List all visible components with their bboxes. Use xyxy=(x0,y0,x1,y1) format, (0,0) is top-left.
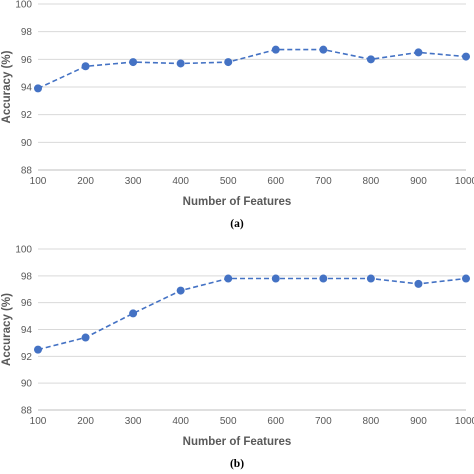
x-tick-label: 900 xyxy=(410,416,427,427)
grid-a xyxy=(38,3,466,171)
grid-b xyxy=(38,248,466,411)
x-tick-label: 400 xyxy=(172,416,189,427)
data-point xyxy=(34,84,42,93)
data-point xyxy=(366,274,375,283)
y-tick-label: 100 xyxy=(15,245,32,256)
x-tick-label: 700 xyxy=(315,416,332,427)
x-tick-label: 600 xyxy=(267,176,284,187)
data-point xyxy=(224,274,233,283)
data-point xyxy=(414,48,423,57)
x-tick-label: 200 xyxy=(77,176,94,187)
y-tick-label: 98 xyxy=(21,271,33,282)
series-line-a xyxy=(37,48,467,90)
x-tick-labels-a: 100 200 300 400 500 600 700 800 900 1000 xyxy=(30,176,474,187)
x-tick-label: 200 xyxy=(77,416,94,427)
x-axis-title-a: Number of Features xyxy=(183,196,292,208)
data-point xyxy=(462,274,470,283)
chart-panel-b: 88 90 92 94 96 98 100 100 200 300 400 500 600 700 800… xyxy=(1,245,474,471)
data-point xyxy=(319,45,328,54)
x-tick-label: 100 xyxy=(30,416,47,427)
x-tick-label: 600 xyxy=(267,416,284,427)
y-tick-labels-b: 88 90 92 94 96 98 100 xyxy=(15,245,32,417)
data-point xyxy=(319,274,328,283)
data-point xyxy=(176,59,185,68)
y-tick-label: 96 xyxy=(21,55,33,66)
data-point xyxy=(81,62,90,71)
y-tick-label: 96 xyxy=(21,298,33,309)
y-tick-labels-a: 88 90 92 94 96 98 100 xyxy=(15,0,32,177)
x-axis-title-b: Number of Features xyxy=(183,436,292,448)
y-tick-label: 92 xyxy=(21,110,33,121)
y-axis-title-a: Accuracy (%) xyxy=(1,50,13,123)
x-tick-label: 900 xyxy=(410,176,427,187)
x-tick-label: 300 xyxy=(125,176,142,187)
y-tick-label: 90 xyxy=(21,379,33,390)
y-tick-label: 98 xyxy=(21,27,33,38)
data-point xyxy=(176,286,185,295)
x-tick-label: 700 xyxy=(315,176,332,187)
series-line-b xyxy=(37,277,467,351)
data-points-b xyxy=(34,274,470,354)
data-point xyxy=(34,345,42,354)
data-point xyxy=(366,55,375,64)
data-points-a xyxy=(34,45,470,93)
y-tick-label: 92 xyxy=(21,352,33,363)
x-tick-label: 1000 xyxy=(455,176,474,187)
data-point xyxy=(224,58,233,67)
x-tick-label: 300 xyxy=(125,416,142,427)
chart-panel-a: 88 90 92 94 96 98 100 100 200 300 400 500 600 700 800… xyxy=(1,0,474,230)
data-point xyxy=(271,274,280,283)
y-axis-title-b: Accuracy (%) xyxy=(1,293,13,366)
y-tick-label: 100 xyxy=(15,0,32,11)
x-tick-label: 500 xyxy=(220,416,237,427)
y-tick-label: 94 xyxy=(21,325,33,336)
y-tick-label: 90 xyxy=(21,138,33,149)
data-point xyxy=(462,52,470,61)
y-tick-label: 88 xyxy=(21,166,33,177)
x-tick-label: 500 xyxy=(220,176,237,187)
x-tick-label: 400 xyxy=(172,176,189,187)
x-tick-label: 800 xyxy=(363,416,380,427)
data-point xyxy=(271,45,280,54)
panel-label-b: (b) xyxy=(230,458,244,470)
x-tick-label: 100 xyxy=(30,176,47,187)
y-tick-label: 94 xyxy=(21,83,33,94)
data-point xyxy=(81,333,90,342)
data-point xyxy=(414,279,423,288)
panel-label-a: (a) xyxy=(230,218,244,230)
x-tick-label: 800 xyxy=(363,176,380,187)
x-tick-labels-b: 100 200 300 400 500 600 700 800 900 1000 xyxy=(30,416,474,427)
data-point xyxy=(129,58,138,67)
data-point xyxy=(129,309,138,318)
x-tick-label: 1000 xyxy=(455,416,474,427)
y-tick-label: 88 xyxy=(21,406,33,417)
